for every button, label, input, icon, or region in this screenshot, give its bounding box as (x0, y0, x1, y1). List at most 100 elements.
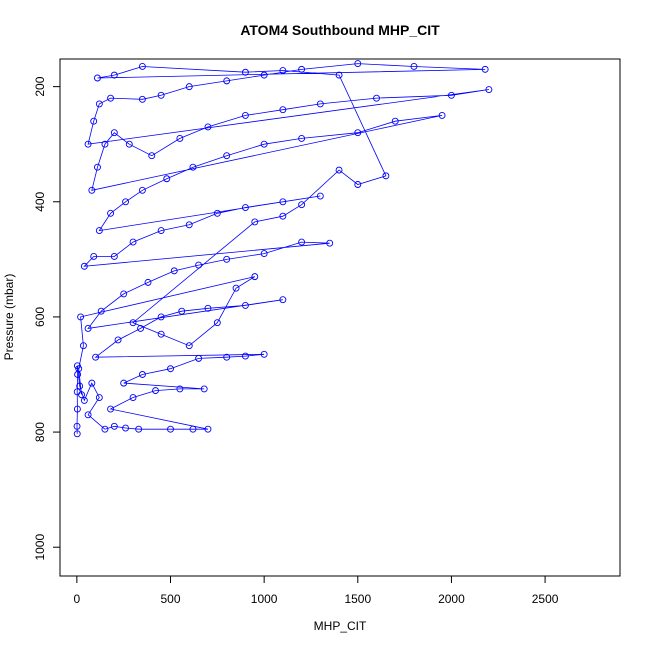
data-point (135, 425, 143, 433)
data-point (189, 425, 197, 433)
data-point (279, 67, 287, 74)
data-point (279, 212, 287, 220)
data-point (76, 382, 84, 390)
data-point (176, 134, 184, 142)
data-point (138, 186, 146, 194)
data-point (204, 123, 212, 131)
data-point (110, 253, 118, 260)
data-point (241, 111, 249, 119)
data-point (94, 74, 101, 82)
data-point (152, 387, 159, 395)
data-point (122, 198, 130, 206)
data-point (335, 166, 343, 174)
data-point (185, 221, 193, 229)
data-point (75, 365, 83, 373)
data-point (114, 336, 122, 344)
y-tick-label: 400 (33, 191, 47, 211)
data-point (144, 278, 152, 286)
data-point (241, 352, 249, 360)
x-tick-label: 0 (74, 592, 81, 606)
data-point (95, 100, 103, 108)
data-point (110, 422, 118, 430)
y-tick-label: 200 (33, 76, 47, 96)
data-point (232, 284, 240, 292)
data-point (241, 68, 249, 76)
y-tick-label: 1000 (33, 534, 47, 561)
data-point (73, 422, 81, 430)
chart-title: ATOM4 Southbound MHP_CIT (240, 22, 440, 38)
data-point (195, 354, 203, 362)
data-point (138, 371, 146, 378)
data-point (125, 140, 133, 148)
data-point (298, 201, 306, 209)
data-point (241, 301, 249, 309)
data-point (298, 65, 306, 73)
x-tick-label: 2500 (532, 592, 559, 606)
data-point (107, 405, 115, 413)
data-point (279, 106, 287, 114)
data-point (95, 227, 103, 235)
data-point (73, 405, 81, 413)
data-point (101, 425, 109, 433)
data-point (167, 365, 174, 373)
data-point (129, 394, 137, 401)
data-point (84, 140, 92, 148)
data-point (88, 379, 96, 387)
data-point (84, 411, 92, 419)
data-point (167, 425, 174, 433)
data-point (447, 91, 455, 99)
data-point (176, 385, 184, 393)
data-point (260, 250, 268, 258)
data-point (260, 350, 268, 358)
y-tick-label: 600 (33, 307, 47, 327)
data-point (316, 100, 324, 108)
data-point (88, 186, 96, 194)
data-layer (73, 60, 493, 438)
data-point (157, 227, 165, 235)
data-point (223, 353, 231, 361)
data-point (138, 95, 146, 103)
data-point (122, 424, 130, 432)
y-axis-label: Pressure (mbar) (2, 274, 16, 361)
data-point (148, 152, 156, 160)
data-point (279, 296, 287, 304)
x-tick-label: 1500 (344, 592, 371, 606)
data-point (382, 172, 390, 180)
data-point (80, 262, 88, 270)
series-line (76, 63, 489, 434)
data-point (298, 134, 306, 142)
data-point (79, 342, 87, 350)
data-point (335, 71, 343, 79)
data-point (110, 71, 118, 79)
data-point (94, 163, 101, 171)
data-point (195, 261, 203, 269)
data-point (354, 60, 362, 68)
data-point (189, 163, 197, 171)
x-tick-label: 2000 (438, 592, 465, 606)
data-point (223, 152, 231, 160)
data-point (373, 94, 380, 102)
data-point (107, 209, 115, 217)
data-point (204, 304, 212, 312)
data-point (354, 129, 362, 137)
data-point (107, 94, 115, 102)
data-point (410, 63, 418, 70)
data-point (241, 204, 249, 211)
data-point (185, 83, 193, 91)
data-point (97, 307, 105, 315)
data-point (157, 330, 165, 338)
data-point (120, 379, 128, 387)
data-point (90, 117, 98, 125)
data-point (78, 391, 85, 399)
data-point (204, 425, 212, 433)
data-point (326, 239, 334, 247)
data-point (178, 307, 186, 315)
data-point (95, 394, 103, 401)
data-point (170, 267, 178, 275)
data-point (354, 181, 362, 188)
data-point (260, 71, 268, 79)
data-point (438, 111, 446, 119)
x-axis-label: MHP_CIT (314, 619, 367, 633)
data-point (138, 63, 146, 70)
